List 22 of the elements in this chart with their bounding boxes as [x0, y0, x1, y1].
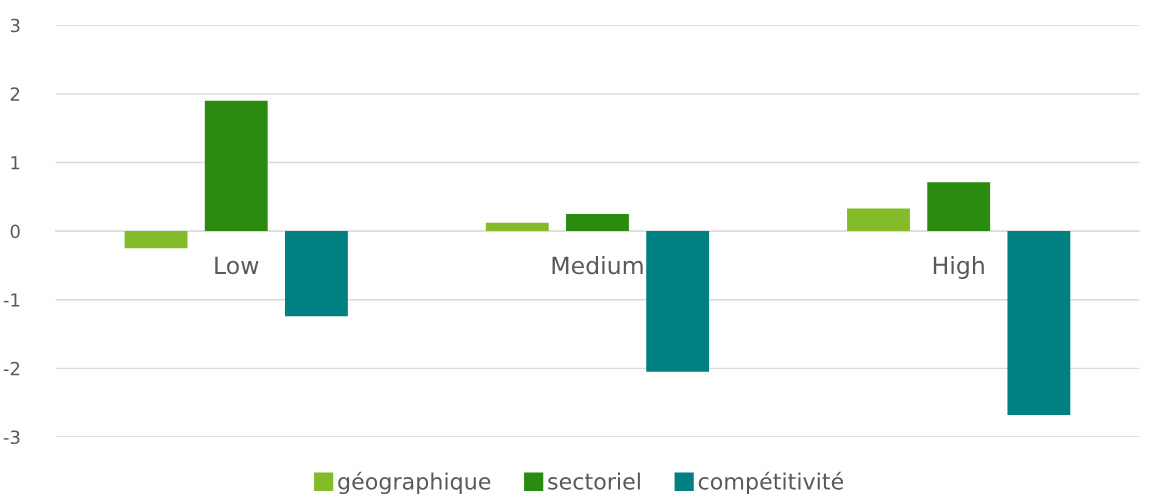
- bar: [566, 213, 629, 232]
- y-tick-label: 1: [11, 156, 20, 170]
- y-tick-label: 3: [10, 18, 20, 33]
- bar: [646, 231, 710, 372]
- bar: [285, 231, 348, 317]
- legend-label: sectoriel: [548, 472, 640, 490]
- legend-label: géographique: [338, 471, 491, 495]
- y-tick-label: 2: [10, 87, 20, 101]
- bar: [124, 231, 188, 249]
- x-tick-label: Medium: [552, 256, 643, 275]
- y-tick-label: -1: [3, 293, 20, 307]
- bar: [485, 222, 549, 232]
- y-tick-label: -2: [3, 361, 20, 376]
- y-tick-label: -3: [3, 430, 20, 445]
- y-tick-label: 0: [10, 224, 20, 239]
- bar: [927, 182, 991, 232]
- x-tick-label: High: [933, 256, 984, 279]
- x-tick-label: Low: [215, 256, 259, 275]
- bar: [1007, 231, 1071, 416]
- bar: [204, 100, 268, 232]
- bar: [847, 208, 910, 232]
- legend-label: compétitivité: [698, 471, 844, 495]
